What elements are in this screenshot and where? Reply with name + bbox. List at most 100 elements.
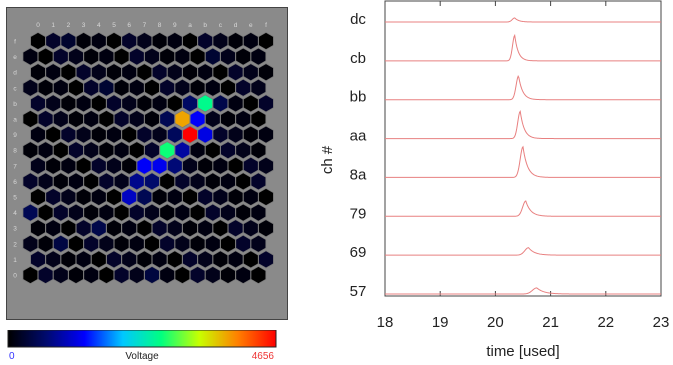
hex-cell xyxy=(106,250,122,269)
trace-bb xyxy=(385,75,661,101)
hex-cell xyxy=(37,234,54,253)
hex-cell xyxy=(68,234,84,253)
hex-cell xyxy=(30,187,46,207)
hex-cell xyxy=(197,31,214,51)
hex-cell xyxy=(189,172,206,191)
hex-cell xyxy=(106,94,122,113)
hex-cell xyxy=(83,265,100,285)
row-label: a xyxy=(13,117,17,124)
hex-cell xyxy=(235,203,252,222)
hex-cell xyxy=(136,187,153,207)
hex-cell xyxy=(52,203,69,222)
column-label: b xyxy=(203,22,207,29)
trace-79 xyxy=(385,200,661,217)
hex-cell xyxy=(189,203,206,222)
hex-cell xyxy=(258,125,274,144)
hex-cell xyxy=(197,156,214,175)
hex-cell xyxy=(174,203,191,222)
hex-cell xyxy=(37,109,54,129)
hex-cell xyxy=(212,31,229,51)
hex-cell xyxy=(144,78,160,97)
hex-cell xyxy=(106,187,122,207)
hex-cell xyxy=(227,187,244,207)
trace-lines xyxy=(385,17,661,295)
hex-cell xyxy=(60,31,77,51)
hex-cell xyxy=(52,109,69,129)
trace-57 xyxy=(385,287,661,295)
hex-cell xyxy=(30,250,46,269)
column-label: e xyxy=(249,22,253,29)
hex-cell xyxy=(106,156,122,175)
hex-cell xyxy=(22,141,39,160)
hex-cell xyxy=(159,78,176,97)
hex-cell xyxy=(45,187,62,207)
hex-cell xyxy=(204,47,221,66)
hex-cell xyxy=(242,156,259,175)
hex-cell xyxy=(98,141,115,160)
hex-cell xyxy=(197,94,214,113)
hex-cell xyxy=(52,172,69,191)
hex-cell xyxy=(189,141,206,160)
hex-cell xyxy=(121,31,138,51)
hex-cell xyxy=(22,47,39,66)
hex-cell xyxy=(258,94,274,113)
hex-cell xyxy=(121,94,138,113)
channel-label: 69 xyxy=(350,244,367,261)
hex-cell xyxy=(60,187,77,207)
hex-cell xyxy=(37,141,54,160)
hex-cell xyxy=(220,234,236,253)
hex-cell xyxy=(182,156,198,175)
column-label: 1 xyxy=(51,22,55,29)
hex-cell xyxy=(182,125,198,144)
hex-cell xyxy=(121,125,138,144)
hex-cell xyxy=(166,156,183,175)
column-label: 4 xyxy=(97,22,101,29)
hex-cell xyxy=(204,78,221,97)
colorbar-max-label: 4656 xyxy=(252,351,275,362)
hex-cell xyxy=(121,63,138,82)
hex-cell xyxy=(159,172,176,191)
hex-cell xyxy=(242,187,259,207)
hex-cell xyxy=(90,156,107,175)
hex-cell xyxy=(60,250,77,269)
hex-cell xyxy=(212,94,229,113)
trace-69 xyxy=(385,247,661,256)
hex-cell xyxy=(136,156,153,175)
hex-cell xyxy=(45,156,62,175)
hex-cell xyxy=(30,125,46,144)
hex-cell xyxy=(182,219,198,238)
hex-cell xyxy=(136,63,153,82)
hex-cell xyxy=(151,94,168,113)
column-label: d xyxy=(234,22,238,29)
hex-cell xyxy=(227,156,244,175)
x-tick-label: 21 xyxy=(542,314,559,331)
hex-cell xyxy=(166,219,183,238)
hex-cell xyxy=(242,31,259,51)
hex-cell xyxy=(83,234,100,253)
hex-cell xyxy=(113,109,130,129)
hex-cell xyxy=(52,47,69,66)
hex-cell xyxy=(144,234,160,253)
trace-aa xyxy=(385,110,661,140)
row-label: 2 xyxy=(13,241,17,248)
column-label: 2 xyxy=(67,22,71,29)
trace-cb xyxy=(385,33,661,62)
hex-cell xyxy=(68,47,84,66)
hex-cell xyxy=(98,109,115,129)
hex-cell xyxy=(227,94,244,113)
hex-cell xyxy=(250,172,267,191)
hex-cell xyxy=(151,63,168,82)
hex-cell xyxy=(159,141,176,160)
hex-cell xyxy=(83,109,100,129)
hex-cell xyxy=(60,219,77,238)
hex-cell xyxy=(258,63,274,82)
hex-cell xyxy=(98,78,115,97)
hex-cell xyxy=(144,203,160,222)
hex-cell xyxy=(30,63,46,82)
channel-label: bb xyxy=(350,89,367,106)
hex-cell xyxy=(182,63,198,82)
row-label: 5 xyxy=(13,195,17,202)
hex-cell xyxy=(174,234,191,253)
x-tick-label: 23 xyxy=(653,314,670,331)
hex-cell xyxy=(106,63,122,82)
